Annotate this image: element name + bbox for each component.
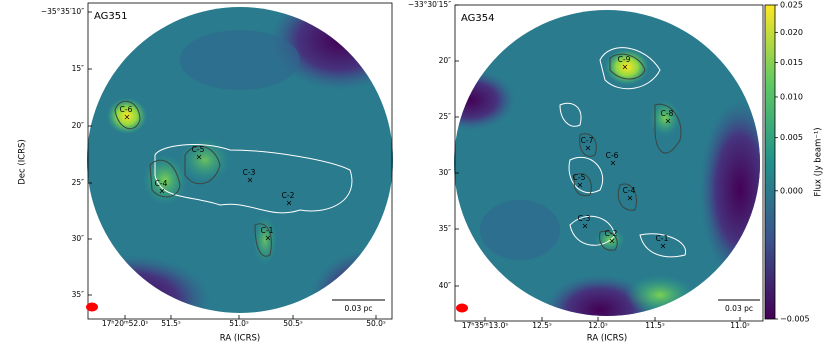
scale-bar-label: 0.03 pc	[725, 304, 753, 313]
core-label: C-4	[155, 179, 168, 188]
scale-bar-label: 0.03 pc	[345, 304, 373, 313]
core-label: C-9	[618, 55, 631, 64]
axes-frame	[454, 4, 764, 322]
core-label: C-2	[282, 191, 295, 200]
core-marker: ×	[247, 176, 254, 185]
y-tick-label: −33°30′15″	[408, 0, 451, 9]
colorbar-tick-label: −0.005	[780, 315, 810, 324]
core-marker: ×	[265, 234, 272, 243]
y-tick-label: 30″	[439, 168, 452, 177]
core-label: C-6	[120, 105, 133, 114]
y-tick-label: 15″	[72, 64, 85, 73]
x-tick-label: 12.5ˢ	[532, 321, 552, 330]
x-tick-label: 51.0ˢ	[229, 319, 249, 328]
x-tick-label: 17ʰ20ᵐ52.0ˢ	[102, 319, 148, 328]
colorbar-tick-label: 0.015	[780, 58, 803, 67]
core-marker: ×	[286, 199, 293, 208]
x-tick-label: 50.0ˢ	[366, 319, 386, 328]
y-tick-label: 20″	[439, 56, 452, 65]
x-tick-label: 17ʰ35ᵐ13.0ˢ	[462, 321, 508, 330]
core-marker: ×	[610, 159, 617, 168]
y-tick-label: 20″	[72, 121, 85, 130]
y-tick-label: −35°35′10″	[41, 7, 84, 16]
core-marker: ×	[159, 187, 166, 196]
x-tick-label: 51.5ˢ	[161, 319, 181, 328]
y-tick-label: 35″	[439, 224, 452, 233]
colorbar-tick-label: 0.005	[780, 133, 803, 142]
core-label: C-3	[578, 214, 591, 223]
y-tick-label: 25″	[72, 178, 85, 187]
x-axis-label: RA (ICRS)	[220, 334, 260, 344]
core-label: C-8	[661, 109, 674, 118]
x-tick-label: 11.5ˢ	[645, 321, 665, 330]
x-axis-label: RA (ICRS)	[587, 334, 627, 344]
y-axis-label: Dec (ICRS)	[18, 139, 28, 185]
panel-title: AG354	[461, 13, 495, 24]
colorbar	[764, 4, 776, 320]
colorbar-tick-label: 0.025	[780, 1, 803, 10]
core-label: C-2	[605, 229, 618, 238]
core-marker: ×	[622, 63, 629, 72]
y-tick-label: 40″	[439, 281, 452, 290]
core-marker: ×	[582, 222, 589, 231]
core-label: C-4	[623, 186, 636, 195]
core-label: C-3	[243, 168, 256, 177]
core-label: C-5	[573, 173, 586, 182]
core-marker: ×	[609, 237, 616, 246]
axes-frame	[87, 2, 393, 320]
core-marker: ×	[660, 242, 667, 251]
map	[87, 7, 393, 313]
colorbar-tick-label: 0.000	[780, 186, 803, 195]
y-tick-label: 25″	[439, 112, 452, 121]
core-label: C-6	[606, 151, 619, 160]
core-marker: ×	[665, 117, 672, 126]
core-marker: ×	[627, 194, 634, 203]
beam	[456, 303, 468, 313]
core-marker: ×	[577, 181, 584, 190]
colorbar-label: Flux (Jy beam⁻¹)	[814, 127, 824, 196]
y-tick-label: 30″	[72, 234, 85, 243]
colorbar-tick-label: 0.020	[780, 28, 803, 37]
x-tick-label: 12.0ˢ	[588, 321, 608, 330]
core-marker: ×	[196, 153, 203, 162]
core-label: C-5	[192, 145, 205, 154]
core-label: C-1	[656, 234, 669, 243]
core-label: C-7	[581, 136, 594, 145]
beam	[86, 302, 98, 312]
y-tick-label: 35″	[72, 290, 85, 299]
map	[454, 10, 760, 316]
panel-title: AG351	[94, 11, 128, 22]
x-tick-label: 50.5ˢ	[283, 319, 303, 328]
core-marker: ×	[124, 113, 131, 122]
core-label: C-1	[261, 226, 274, 235]
x-tick-label: 11.0ˢ	[730, 321, 750, 330]
core-marker: ×	[585, 144, 592, 153]
colorbar-tick-label: 0.010	[780, 92, 803, 101]
